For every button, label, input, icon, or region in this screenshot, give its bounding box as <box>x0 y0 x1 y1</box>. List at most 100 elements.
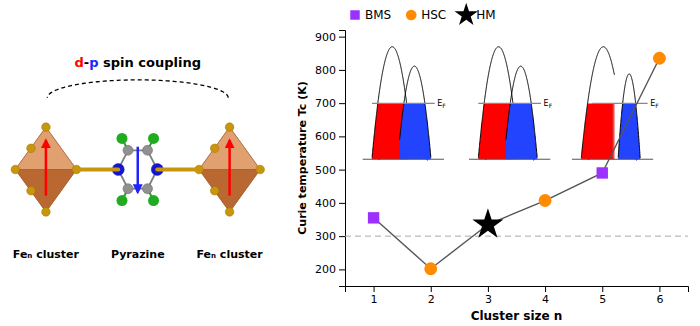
tick-label: 300 <box>315 230 336 243</box>
fermi-label: EF <box>437 99 446 109</box>
legend-symbol <box>455 3 478 25</box>
legend-label: HM <box>476 8 495 22</box>
data-point <box>368 212 379 223</box>
tick-mark <box>659 286 660 292</box>
band-insets: EF EF EF <box>363 47 660 160</box>
coupling-arc <box>47 80 228 98</box>
tick: 800 <box>315 64 345 77</box>
tick-label: 3 <box>485 293 492 306</box>
fermi-level <box>478 103 541 104</box>
tick-mark <box>602 286 603 292</box>
data-point <box>539 194 552 207</box>
tick-label: 800 <box>315 64 336 77</box>
data-point <box>597 167 608 178</box>
inset-baseline <box>469 159 550 160</box>
data-point <box>653 52 666 65</box>
tick: 900 <box>315 31 345 44</box>
corner-sphere <box>11 165 20 174</box>
corner-sphere <box>42 208 51 217</box>
reference-line <box>345 236 688 237</box>
legend-item: HSC <box>406 8 446 22</box>
spin-down-band-outline <box>400 66 431 157</box>
y-axis: 200 300 400 500 600 700 800 900 <box>315 31 346 287</box>
fermi-label: EF <box>544 99 553 109</box>
connector-rod <box>77 168 119 172</box>
tick: 300 <box>315 230 345 243</box>
fermi-level <box>592 103 647 104</box>
spin-arrow <box>137 147 140 193</box>
legend-symbol <box>350 10 359 19</box>
tick: 3 <box>485 286 492 306</box>
spin-arrow <box>228 140 231 195</box>
corner-sphere <box>256 165 265 174</box>
tick-label: 700 <box>315 97 336 110</box>
connector-rod <box>157 168 199 172</box>
tick: 6 <box>656 286 663 306</box>
tick-label: 1 <box>371 293 378 306</box>
tick-label: 200 <box>315 263 336 276</box>
fermi-level <box>372 103 435 104</box>
fermi-label: EF <box>650 99 659 109</box>
cl-atom <box>116 133 127 144</box>
tick: 400 <box>315 197 345 210</box>
axis-line <box>339 31 346 287</box>
tick-label: 500 <box>315 164 336 177</box>
plot-area <box>345 52 688 275</box>
legend-symbol <box>406 10 417 21</box>
data-point <box>472 208 503 238</box>
x-axis-title: Cluster size n <box>471 309 563 323</box>
schematic-label: Pyrazine <box>111 248 165 261</box>
spin-down-arrow <box>427 145 428 160</box>
spin-arrow <box>45 140 48 195</box>
corner-sphere <box>210 144 219 153</box>
tick: 700 <box>315 97 345 110</box>
corner-sphere <box>225 208 234 217</box>
tick-mark <box>431 286 432 292</box>
c-atom <box>123 184 133 194</box>
schematic-label: Feₙ cluster <box>13 248 80 261</box>
tick: 1 <box>371 286 378 306</box>
band-inset: EF <box>469 47 553 160</box>
tick-mark <box>339 136 345 137</box>
tick-mark <box>339 203 345 204</box>
tick-mark <box>339 236 345 237</box>
c-atom <box>143 184 153 194</box>
band-inset: EF <box>572 47 659 160</box>
legend-label: HSC <box>421 8 446 22</box>
tick: 4 <box>542 286 549 306</box>
tick-mark <box>339 70 345 71</box>
cl-atom <box>116 195 127 206</box>
tick: 600 <box>315 130 345 143</box>
legend-item: HM <box>455 3 496 25</box>
axis-line <box>346 287 689 293</box>
tick-label: 600 <box>315 130 336 143</box>
tick-label: 900 <box>315 31 336 44</box>
tick: 5 <box>599 286 606 306</box>
spin-up-arrow <box>588 145 589 160</box>
chart-svg: d-p spin couplingFeₙ clusterPyrazineFeₙ … <box>0 0 700 326</box>
inset-baseline <box>363 159 444 160</box>
data-line <box>374 58 660 268</box>
tick-mark <box>374 286 375 292</box>
tick-label: 5 <box>599 293 606 306</box>
corner-sphere <box>225 123 234 132</box>
tick-mark <box>545 286 546 292</box>
tick-mark <box>339 37 345 38</box>
tick-label: 4 <box>542 293 549 306</box>
legend: BMS HSC HM <box>350 3 495 25</box>
corner-sphere <box>210 186 219 195</box>
tick-mark <box>488 286 489 292</box>
tick-mark <box>339 170 345 171</box>
tick: 2 <box>428 286 435 306</box>
tick-mark <box>339 103 345 104</box>
cl-atom <box>148 133 159 144</box>
legend-item: BMS <box>350 8 391 22</box>
corner-sphere <box>42 123 51 132</box>
corner-sphere <box>27 144 36 153</box>
y-axis-title: Curie temperature Tc (K) <box>296 81 309 235</box>
c-atom <box>143 145 153 155</box>
tick: 500 <box>315 164 345 177</box>
x-axis: 1 2 3 4 5 6 <box>346 286 689 306</box>
schematic: d-p spin couplingFeₙ clusterPyrazineFeₙ … <box>11 55 264 261</box>
tick-label: 2 <box>428 293 435 306</box>
